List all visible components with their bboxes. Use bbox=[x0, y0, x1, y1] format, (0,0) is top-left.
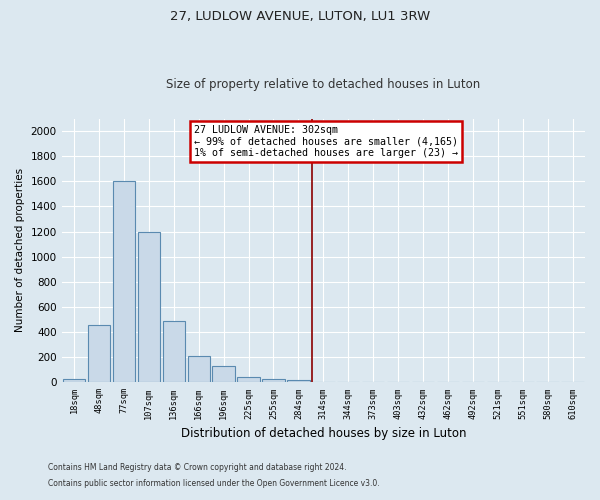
Bar bbox=[212, 366, 235, 382]
Text: 27, LUDLOW AVENUE, LUTON, LU1 3RW: 27, LUDLOW AVENUE, LUTON, LU1 3RW bbox=[170, 10, 430, 23]
Text: Contains public sector information licensed under the Open Government Licence v3: Contains public sector information licen… bbox=[48, 478, 380, 488]
X-axis label: Distribution of detached houses by size in Luton: Distribution of detached houses by size … bbox=[181, 427, 466, 440]
Bar bbox=[137, 232, 160, 382]
Y-axis label: Number of detached properties: Number of detached properties bbox=[15, 168, 25, 332]
Bar bbox=[163, 321, 185, 382]
Bar bbox=[238, 378, 260, 382]
Bar bbox=[287, 380, 310, 382]
Text: Contains HM Land Registry data © Crown copyright and database right 2024.: Contains HM Land Registry data © Crown c… bbox=[48, 464, 347, 472]
Bar bbox=[262, 378, 285, 382]
Bar bbox=[113, 182, 135, 382]
Title: Size of property relative to detached houses in Luton: Size of property relative to detached ho… bbox=[166, 78, 481, 91]
Text: 27 LUDLOW AVENUE: 302sqm
← 99% of detached houses are smaller (4,165)
1% of semi: 27 LUDLOW AVENUE: 302sqm ← 99% of detach… bbox=[194, 125, 458, 158]
Bar bbox=[88, 324, 110, 382]
Bar bbox=[63, 378, 85, 382]
Bar bbox=[188, 356, 210, 382]
